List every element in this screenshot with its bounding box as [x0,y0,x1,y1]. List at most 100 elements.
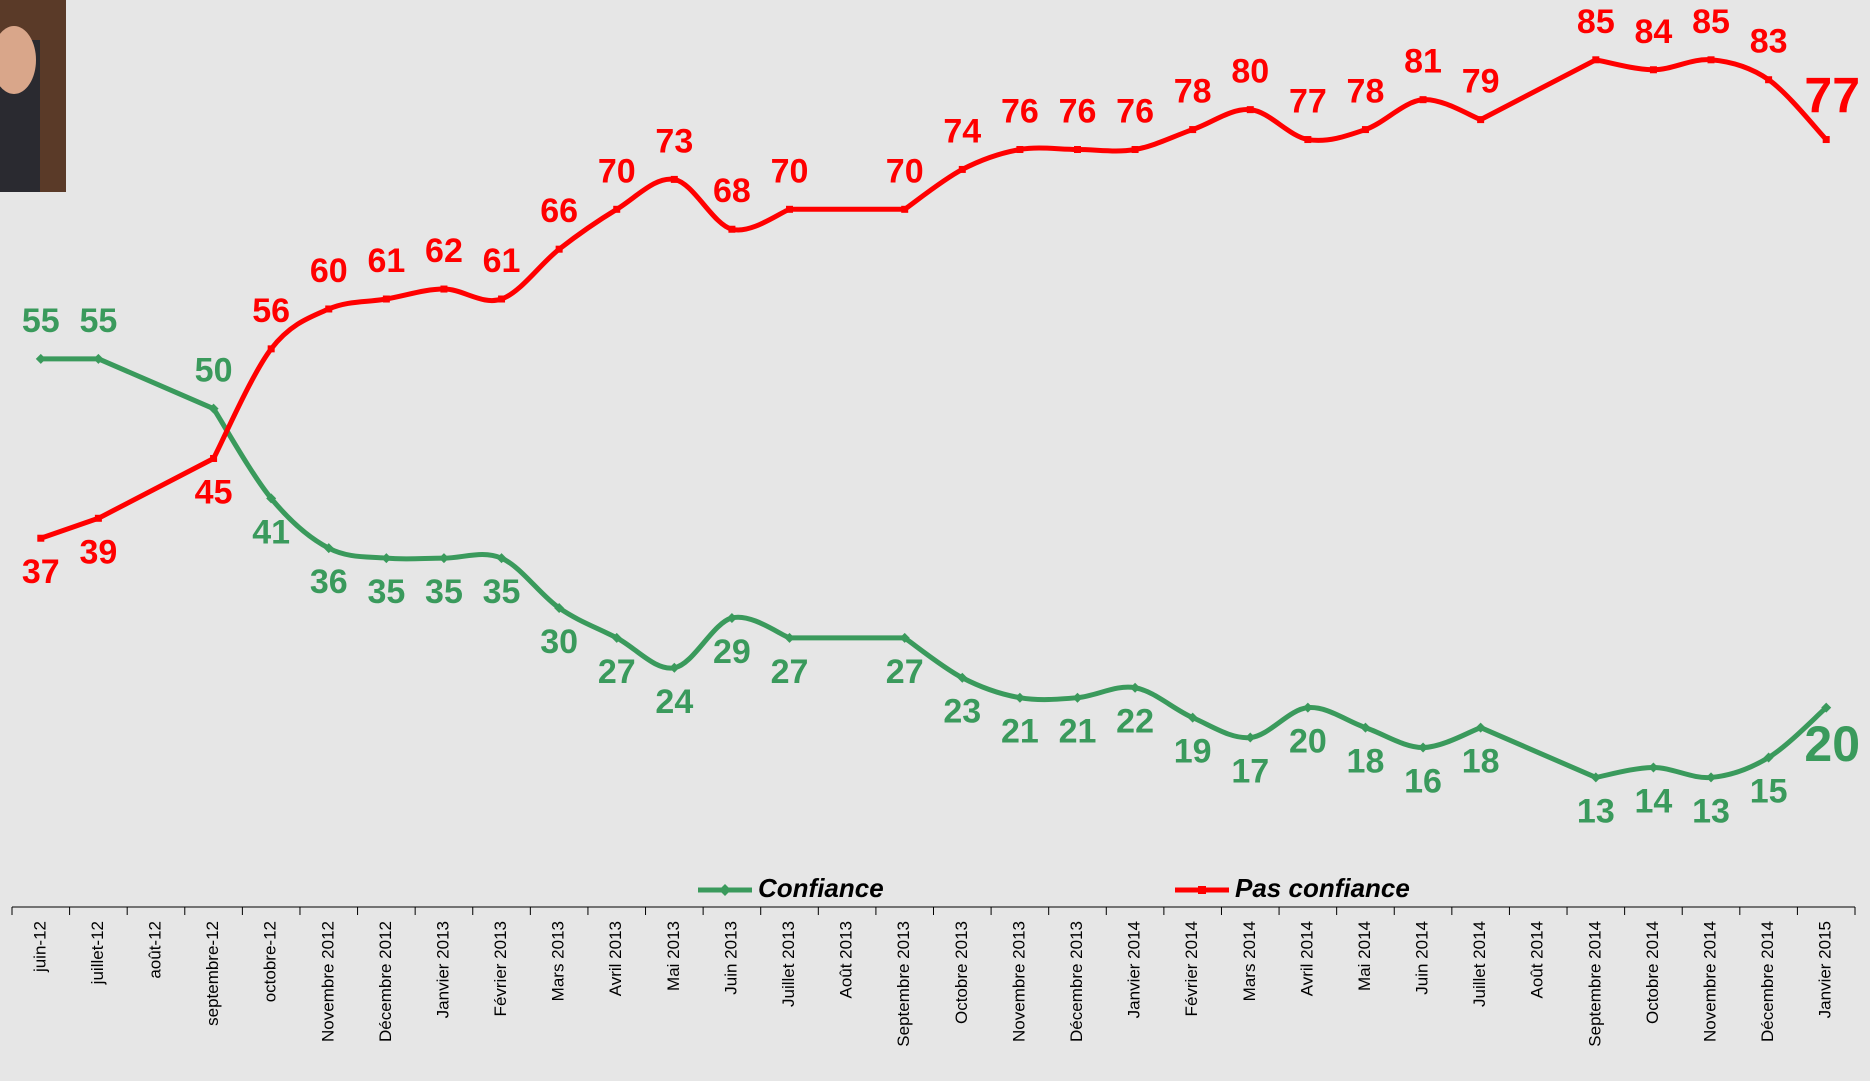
data-label: 76 [1059,92,1097,130]
data-label: 35 [425,573,463,611]
data-label: 79 [1462,63,1500,101]
x-tick-label: Janvier 2015 [1816,921,1835,1018]
data-label: 45 [195,473,233,511]
point [1302,702,1313,713]
point [266,493,277,504]
point [1304,136,1312,144]
data-label: 80 [1231,53,1269,91]
point [1821,702,1832,713]
x-tick-label: Février 2013 [491,921,510,1016]
data-label: 39 [79,533,117,571]
data-label: 35 [483,573,521,611]
series-line [211,406,793,671]
x-tick-label: Juin 2014 [1413,921,1432,995]
point [899,632,910,643]
data-label: 16 [1404,763,1442,801]
point [669,662,680,673]
x-tick-label: Novembre 2014 [1701,921,1720,1042]
data-label: 22 [1116,703,1154,741]
data-label: 85 [1692,3,1730,41]
point [1131,146,1139,154]
data-label: 18 [1347,743,1385,781]
point [613,205,621,213]
point [1822,136,1830,144]
data-label: 13 [1692,792,1730,830]
data-label: 70 [771,152,809,190]
series-line [38,515,101,541]
data-label: 21 [1001,713,1039,751]
point [93,353,104,364]
data-label: 15 [1750,772,1788,810]
point [901,205,909,213]
point [1016,146,1024,154]
point [1418,742,1429,753]
data-label: 56 [252,292,290,330]
legend-marker [719,884,731,896]
point [323,543,334,554]
x-tick-label: Août 2013 [837,921,856,999]
point [35,353,46,364]
data-label: 18 [1462,743,1500,781]
data-label: 77 [1289,83,1327,121]
data-label: 41 [252,513,290,551]
x-tick-label: Septembre 2013 [894,921,913,1047]
data-label: 84 [1635,13,1673,51]
x-tick-label: Septembre 2014 [1585,921,1604,1047]
point [210,454,218,462]
data-label: 81 [1404,43,1442,81]
gap-connector [1478,57,1599,123]
point [1765,76,1773,84]
point [1477,116,1485,124]
x-tick-label: Octobre 2014 [1643,921,1662,1024]
x-tick-label: juillet-12 [88,921,107,985]
x-tick-label: Mai 2013 [664,921,683,991]
point [554,602,565,613]
point [726,612,737,623]
point [438,553,449,564]
data-label: 23 [943,693,981,731]
point [555,245,563,253]
data-label: 70 [886,152,924,190]
x-tick-label: Mars 2013 [549,921,568,1001]
data-label: 73 [655,122,693,160]
x-tick-label: Mai 2014 [1355,921,1374,991]
data-label: 19 [1174,733,1212,771]
x-tick-label: Avril 2013 [606,921,625,996]
point [1130,682,1141,693]
point [1706,772,1717,783]
x-tick-label: octobre-12 [261,921,280,1002]
series-line [902,635,1484,751]
point [1014,692,1025,703]
legend-marker [1198,886,1206,894]
x-tick-label: Janvier 2014 [1125,921,1144,1018]
data-label: 50 [195,352,233,390]
point [208,403,219,414]
point [958,165,966,173]
point [1649,66,1657,74]
point [1475,722,1486,733]
series-line [1593,705,1829,780]
data-label: 76 [1001,92,1039,130]
x-tick-label: Décembre 2012 [376,921,395,1042]
data-label: 68 [713,172,751,210]
x-tick-label: Juillet 2013 [779,921,798,1007]
point [1763,752,1774,763]
series-line [211,176,793,461]
data-label: 78 [1347,73,1385,111]
point [496,553,507,564]
data-label: 36 [310,563,348,601]
point [382,295,390,303]
data-label: 66 [540,192,578,230]
x-tick-label: Novembre 2012 [318,921,337,1042]
x-tick-label: Juin 2013 [721,921,740,995]
point [1361,126,1369,134]
point [267,345,275,353]
legend-label: Pas confiance [1235,873,1410,903]
data-label: 27 [886,653,924,691]
data-label: 76 [1116,92,1154,130]
point [1187,712,1198,723]
point [670,175,678,183]
point [1707,56,1715,64]
data-label: 70 [598,152,636,190]
